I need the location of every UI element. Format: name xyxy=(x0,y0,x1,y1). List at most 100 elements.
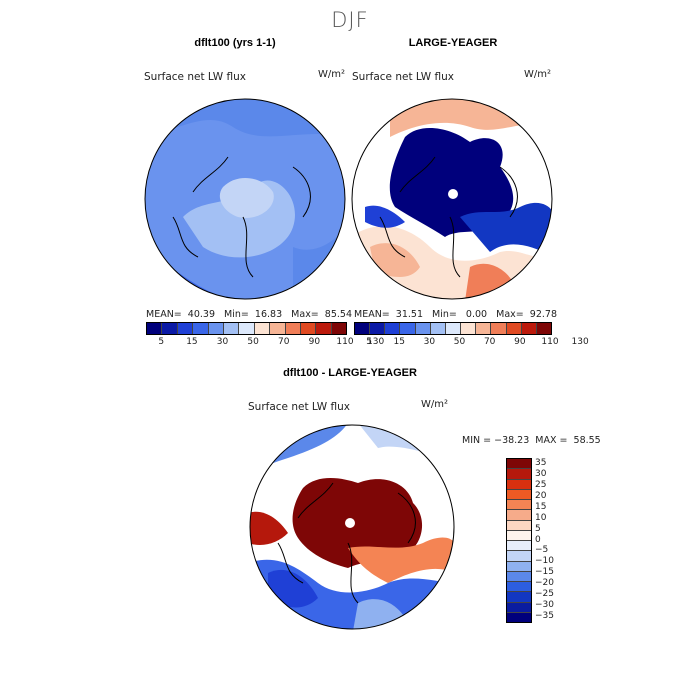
right-colorbar-swatch xyxy=(385,323,401,334)
right-colorbar-swatch xyxy=(476,323,492,334)
diff-colorbar-swatch xyxy=(507,612,531,622)
diff-colorbar xyxy=(506,458,532,623)
right-map-border xyxy=(351,98,553,300)
diff-colorbar-swatch xyxy=(507,530,531,541)
colorbar-tick-label: 70 xyxy=(278,337,290,347)
left-colorbar xyxy=(146,322,347,335)
right-map-band-2 xyxy=(389,127,514,237)
left-unit-label: W/m² xyxy=(318,69,346,80)
diff-colorbar-swatch xyxy=(507,489,531,500)
diff-colorbar-swatch xyxy=(507,582,531,593)
diff-colorbar-ticks: 35 30 25 20 15 10 5 0 −5 −10 −15 −20 −25 −30 −35 xyxy=(535,458,565,621)
colorbar-tick-label: 30 xyxy=(216,337,229,347)
diff-map-band-4 xyxy=(348,537,454,583)
diff-colorbar-swatch xyxy=(507,469,531,480)
diff-stats: MIN = −38.23 MAX = 58.55 xyxy=(462,435,601,446)
left-colorbar-swatch xyxy=(300,323,317,334)
diff-map-coastlines xyxy=(277,482,416,604)
diff-map-band-3 xyxy=(292,478,423,568)
right-colorbar-swatch xyxy=(415,323,431,334)
colorbar-tick-label: 5 xyxy=(366,337,372,347)
right-stats: MEAN= 31.51 Min= 0.00 Max= 92.78 xyxy=(354,309,557,320)
colorbar-tick-label: −35 xyxy=(535,610,554,621)
colorbar-tick-label: 10 xyxy=(535,512,547,523)
right-variable-label: Surface net LW flux xyxy=(352,71,454,83)
diff-colorbar-swatch xyxy=(507,459,531,470)
colorbar-tick-label: 20 xyxy=(535,491,547,502)
right-colorbar-swatch xyxy=(355,323,371,334)
colorbar-tick-label: 50 xyxy=(247,337,259,347)
diff-map-band-5 xyxy=(250,511,288,545)
diff-colorbar-swatch xyxy=(507,592,531,603)
left-colorbar-ticks: 5 15 30 50 70 90 110 130 xyxy=(146,337,384,349)
right-map-band-7 xyxy=(365,205,405,228)
right-colorbar-ticks: 5 15 30 50 70 90 110 130 xyxy=(354,337,589,349)
colorbar-tick-label: −15 xyxy=(535,567,554,578)
left-colorbar-swatch xyxy=(331,323,347,334)
diff-map-band-7 xyxy=(268,569,318,608)
left-colorbar-swatch xyxy=(239,323,255,334)
right-colorbar-swatch xyxy=(430,323,446,334)
right-map-band-3 xyxy=(460,202,552,257)
colorbar-tick-label: −5 xyxy=(535,545,549,556)
colorbar-tick-label: 70 xyxy=(483,337,496,347)
colorbar-tick-label: 15 xyxy=(186,337,198,347)
left-colorbar-swatch xyxy=(193,323,209,334)
left-colorbar-swatch xyxy=(270,323,286,334)
colorbar-tick-label: 30 xyxy=(423,337,436,347)
colorbar-tick-label: 90 xyxy=(514,337,526,347)
left-colorbar-swatch xyxy=(177,323,194,334)
left-variable-label: Surface net LW flux xyxy=(144,71,246,83)
left-colorbar-swatch xyxy=(162,323,178,334)
right-colorbar-swatch xyxy=(521,323,537,334)
right-map-pole xyxy=(448,189,458,199)
left-colorbar-swatch xyxy=(316,323,332,334)
colorbar-tick-label: 0 xyxy=(535,534,541,545)
diff-colorbar-swatch xyxy=(507,510,531,521)
diff-colorbar-swatch xyxy=(507,571,531,582)
colorbar-tick-label: 110 xyxy=(541,337,559,347)
diff-polar-map xyxy=(249,424,455,630)
right-colorbar-swatch xyxy=(400,323,416,334)
right-panel-title: LARGE-YEAGER xyxy=(408,37,498,49)
diff-colorbar-swatch xyxy=(507,520,531,531)
colorbar-tick-label: 110 xyxy=(336,337,354,347)
diff-panel-title: dflt100 - LARGE-YEAGER xyxy=(283,367,417,379)
diff-colorbar-swatch xyxy=(507,561,531,572)
left-map-coastlines xyxy=(172,156,311,278)
right-map-coastlines xyxy=(379,156,518,278)
colorbar-tick-label: 130 xyxy=(367,337,385,347)
diff-colorbar-swatch xyxy=(507,602,531,613)
right-colorbar-swatch xyxy=(491,323,507,334)
colorbar-tick-label: −25 xyxy=(535,588,554,599)
right-colorbar-swatch xyxy=(536,323,552,334)
left-polar-map xyxy=(144,98,346,300)
diff-colorbar-swatch xyxy=(507,541,531,552)
left-colorbar-swatch xyxy=(254,323,271,334)
colorbar-tick-label: 50 xyxy=(453,337,466,347)
colorbar-tick-label: 35 xyxy=(535,458,547,469)
right-colorbar-swatch xyxy=(461,323,477,334)
colorbar-tick-label: 5 xyxy=(158,337,165,347)
colorbar-tick-label: 30 xyxy=(535,469,547,480)
colorbar-tick-label: 15 xyxy=(393,337,405,347)
left-colorbar-swatch xyxy=(208,323,224,334)
colorbar-tick-label: 15 xyxy=(535,501,547,512)
left-stats: MEAN= 40.39 Min= 16.83 Max= 85.54 xyxy=(146,309,353,320)
colorbar-tick-label: 25 xyxy=(535,480,547,491)
colorbar-tick-label: 90 xyxy=(308,337,321,347)
colorbar-tick-label: −10 xyxy=(535,556,554,567)
colorbar-tick-label: −30 xyxy=(535,599,554,610)
right-colorbar-swatch xyxy=(370,323,386,334)
left-colorbar-swatch xyxy=(285,323,301,334)
diff-colorbar-swatch xyxy=(507,551,531,562)
left-map-band-3 xyxy=(219,177,274,218)
colorbar-tick-label: 130 xyxy=(571,337,589,347)
right-polar-map xyxy=(351,98,553,300)
left-panel-title: dflt100 (yrs 1-1) xyxy=(194,37,276,49)
left-map-border xyxy=(144,98,346,300)
diff-colorbar-swatch xyxy=(507,500,531,511)
right-map-band-5 xyxy=(370,243,420,277)
diff-unit-label: W/m² xyxy=(421,399,449,410)
diff-map-pole xyxy=(345,518,355,528)
